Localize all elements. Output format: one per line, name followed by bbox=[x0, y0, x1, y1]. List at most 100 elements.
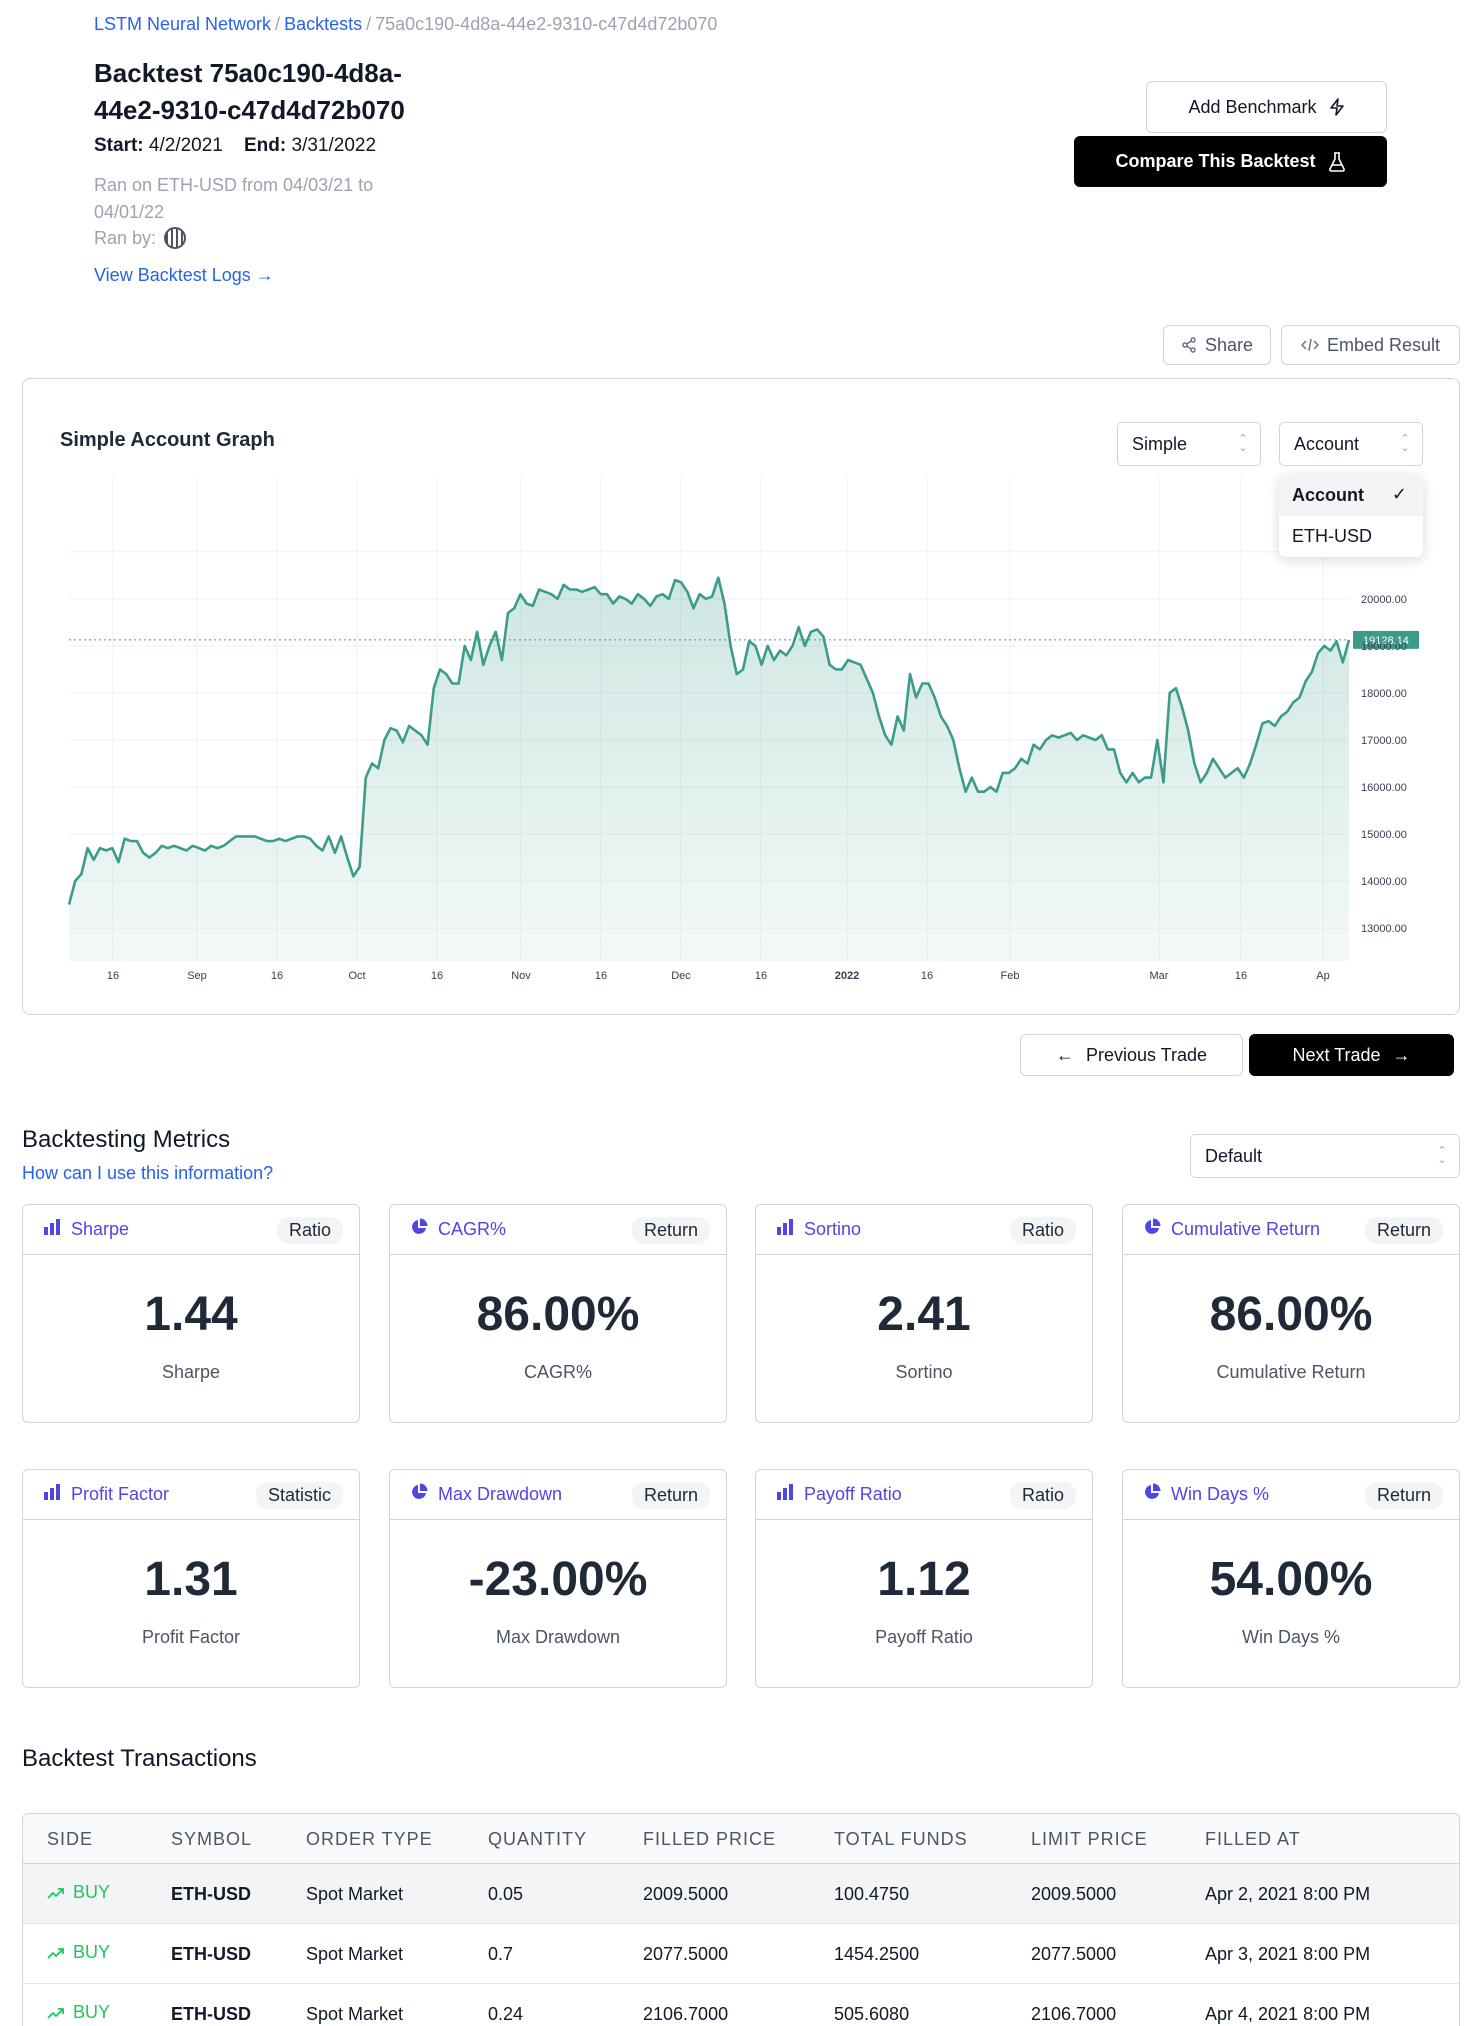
metric-name: Payoff Ratio bbox=[804, 1484, 902, 1504]
order-type-cell: Spot Market bbox=[306, 2004, 404, 2024]
x-tick-label: 16 bbox=[271, 970, 283, 982]
metric-type-badge: Return bbox=[631, 1482, 710, 1509]
metric-card[interactable]: Sharpe Ratio 1.44 Sharpe bbox=[22, 1204, 360, 1423]
dropdown-option-account[interactable]: Account ✓ bbox=[1279, 475, 1423, 516]
transactions-section-title: Backtest Transactions bbox=[22, 1745, 257, 1772]
x-tick-label: 16 bbox=[921, 970, 933, 982]
bar-chart-icon bbox=[776, 1483, 804, 1506]
chart-series-line bbox=[67, 576, 1351, 905]
symbol-cell: ETH-USD bbox=[171, 1884, 251, 1904]
y-tick-label: 20000.00 bbox=[1361, 594, 1407, 606]
graph-series-value: Account bbox=[1294, 433, 1360, 454]
metric-type-badge: Ratio bbox=[1009, 1217, 1076, 1244]
arrow-left-icon: ← bbox=[1055, 1044, 1074, 1065]
ran-by-label: Ran by: bbox=[94, 227, 157, 248]
end-value: 3/31/2022 bbox=[291, 135, 377, 156]
metric-card[interactable]: Payoff Ratio Ratio 1.12 Payoff Ratio bbox=[755, 1469, 1093, 1688]
metric-card[interactable]: Win Days % Return 54.00% Win Days % bbox=[1122, 1469, 1460, 1688]
metric-card-header: CAGR% Return bbox=[390, 1205, 726, 1255]
share-icon bbox=[1182, 337, 1196, 353]
metric-name: Cumulative Return bbox=[1171, 1219, 1321, 1239]
user-avatar-icon[interactable] bbox=[164, 227, 187, 249]
table-row[interactable]: BUY ETH-USD Spot Market 0.05 2009.5000 100.47… bbox=[23, 1864, 1459, 1924]
metric-card[interactable]: Profit Factor Statistic 1.31 Profit Factor bbox=[22, 1469, 360, 1688]
symbol-cell: ETH-USD bbox=[171, 1944, 251, 1964]
ran-on-text: Ran on ETH-USD from 04/03/21 to 04/01/22 bbox=[94, 175, 374, 222]
compare-backtest-button[interactable]: Compare This Backtest bbox=[1074, 136, 1387, 187]
next-trade-button[interactable]: Next Trade → bbox=[1249, 1034, 1454, 1076]
order-type-cell: Spot Market bbox=[306, 1884, 404, 1904]
filled-at-cell: Apr 3, 2021 8:00 PM bbox=[1205, 1944, 1371, 1964]
metrics-preset-select[interactable]: Default ⌃ ⌄ bbox=[1190, 1134, 1460, 1178]
limit-price-cell: 2009.5000 bbox=[1031, 1884, 1117, 1904]
y-tick-label: 18000.00 bbox=[1361, 688, 1407, 700]
metrics-section-title: Backtesting Metrics bbox=[22, 1126, 231, 1153]
graph-mode-value: Simple bbox=[1132, 433, 1188, 454]
metrics-preset-value: Default bbox=[1205, 1145, 1263, 1166]
metric-type-badge: Statistic bbox=[255, 1482, 343, 1509]
filled-price-cell: 2077.5000 bbox=[643, 1944, 729, 1964]
metric-value: 1.31 bbox=[144, 1553, 238, 1606]
metric-card[interactable]: Cumulative Return Return 86.00% Cumulative … bbox=[1122, 1204, 1460, 1423]
trending-up-icon bbox=[47, 1887, 64, 1899]
table-row[interactable]: BUY ETH-USD Spot Market 0.24 2106.7000 505.60… bbox=[23, 1984, 1459, 2026]
y-tick-label: 13000.00 bbox=[1361, 923, 1407, 935]
metric-value: 1.44 bbox=[144, 1288, 238, 1341]
metric-card[interactable]: Max Drawdown Return -23.00% Max Drawdown bbox=[389, 1469, 727, 1688]
y-tick-label: 19000.00 bbox=[1361, 641, 1407, 653]
compare-backtest-label: Compare This Backtest bbox=[1115, 151, 1316, 171]
breadcrumb-project-link[interactable]: LSTM Neural Network bbox=[94, 14, 272, 34]
previous-trade-button[interactable]: ← Previous Trade bbox=[1020, 1034, 1243, 1076]
breadcrumb-backtests-link[interactable]: Backtests bbox=[284, 14, 363, 34]
metric-card[interactable]: Sortino Ratio 2.41 Sortino bbox=[755, 1204, 1093, 1423]
graph-mode-select[interactable]: Simple ⌃ ⌄ bbox=[1117, 422, 1261, 466]
metric-card[interactable]: CAGR% Return 86.00% CAGR% bbox=[389, 1204, 727, 1423]
side-cell: BUY bbox=[47, 1942, 110, 1963]
add-benchmark-button[interactable]: Add Benchmark bbox=[1146, 81, 1387, 133]
page-title: Backtest 75a0c190-4d8a-44e2-9310-c47d4d7… bbox=[94, 58, 405, 125]
y-tick-label: 14000.00 bbox=[1361, 876, 1407, 888]
quantity-cell: 0.24 bbox=[488, 2004, 524, 2024]
dropdown-option-label: Account bbox=[1292, 485, 1364, 505]
filled-at-cell: Apr 2, 2021 8:00 PM bbox=[1205, 1884, 1371, 1904]
add-benchmark-label: Add Benchmark bbox=[1188, 96, 1317, 117]
arrow-right-icon: → bbox=[1392, 1044, 1411, 1065]
column-header-filled-price: Filled Price bbox=[643, 1829, 777, 1849]
metric-type-badge: Return bbox=[1364, 1217, 1443, 1244]
next-trade-label: Next Trade bbox=[1292, 1044, 1381, 1065]
table-row[interactable]: BUY ETH-USD Spot Market 0.7 2077.5000 1454.25… bbox=[23, 1924, 1459, 1984]
breadcrumb: LSTM Neural Network / Backtests/75a0c190-4… bbox=[94, 14, 717, 35]
last-value-badge bbox=[1353, 630, 1419, 649]
metric-card-header: Win Days % Return bbox=[1123, 1470, 1459, 1520]
view-logs-link[interactable]: View Backtest Logs → bbox=[94, 265, 274, 285]
x-tick-label: Oct bbox=[348, 970, 365, 982]
pie-chart-icon bbox=[410, 1483, 438, 1506]
chart-area-fill bbox=[69, 577, 1349, 961]
x-tick-label: Dec bbox=[671, 970, 691, 982]
dropdown-option-eth-usd[interactable]: ETH-USD bbox=[1279, 516, 1423, 557]
backtest-dates: Start: 4/2/2021 End: 3/31/2022 bbox=[94, 135, 376, 157]
metrics-help-link[interactable]: How can I use this information? bbox=[22, 1163, 274, 1183]
pie-chart-icon bbox=[1143, 1483, 1171, 1506]
flask-icon bbox=[1328, 151, 1345, 172]
start-value: 4/2/2021 bbox=[148, 135, 223, 156]
metric-value: 2.41 bbox=[877, 1288, 971, 1341]
table-body: BUY ETH-USD Spot Market 0.05 2009.5000 100.47… bbox=[23, 1864, 1459, 2026]
share-button[interactable]: Share bbox=[1163, 325, 1271, 365]
x-tick-label: Mar bbox=[1150, 970, 1169, 982]
metric-card-header: Cumulative Return Return bbox=[1123, 1205, 1459, 1255]
metric-label: Sortino bbox=[895, 1362, 953, 1382]
graph-series-select[interactable]: Account ⌃ ⌄ bbox=[1279, 422, 1423, 466]
breadcrumb-separator: / bbox=[275, 14, 281, 34]
embed-result-button[interactable]: Embed Result bbox=[1281, 325, 1460, 365]
share-label: Share bbox=[1204, 334, 1254, 355]
symbol-cell: ETH-USD bbox=[171, 2004, 251, 2024]
pie-chart-icon bbox=[1143, 1218, 1171, 1241]
metric-value: 86.00% bbox=[1209, 1288, 1373, 1341]
metric-name: Sortino bbox=[804, 1219, 862, 1239]
metric-card-header: Max Drawdown Return bbox=[390, 1470, 726, 1520]
table-header: Side Symbol Order Type Quantity Filled P… bbox=[23, 1814, 1459, 1864]
x-tick-label: 16 bbox=[107, 970, 119, 982]
metric-name: Sharpe bbox=[71, 1219, 130, 1239]
y-tick-label: 16000.00 bbox=[1361, 782, 1407, 794]
